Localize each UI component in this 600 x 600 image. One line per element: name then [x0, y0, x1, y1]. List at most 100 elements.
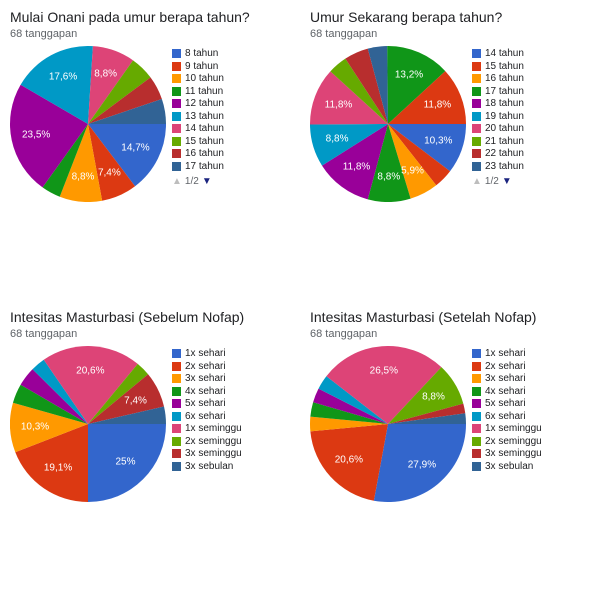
- chart-title: Umur Sekarang berapa tahun?: [310, 8, 590, 26]
- legend-label: 19 tahun: [485, 111, 524, 123]
- pager-down-icon[interactable]: ▼: [502, 176, 512, 187]
- chart-title: Mulai Onani pada umur berapa tahun?: [10, 8, 290, 26]
- legend-item[interactable]: 2x sehari: [472, 361, 542, 373]
- legend-item[interactable]: 14 tahun: [472, 48, 524, 60]
- legend-item[interactable]: 15 tahun: [172, 136, 224, 148]
- legend-swatch: [472, 387, 481, 396]
- legend-swatch: [172, 374, 181, 383]
- legend-label: 9 tahun: [185, 61, 218, 73]
- legend-swatch: [472, 424, 481, 433]
- legend-swatch: [172, 399, 181, 408]
- legend-item[interactable]: 14 tahun: [172, 123, 224, 135]
- legend-item[interactable]: 4x sehari: [472, 386, 542, 398]
- legend-item[interactable]: 22 tahun: [472, 148, 524, 160]
- legend-item[interactable]: 4x sehari: [172, 386, 242, 398]
- legend-item[interactable]: 17 tahun: [172, 161, 224, 173]
- legend-swatch: [172, 124, 181, 133]
- legend-label: 10 tahun: [185, 73, 224, 85]
- legend-block: 14 tahun15 tahun16 tahun17 tahun18 tahun…: [472, 46, 524, 187]
- legend-item[interactable]: 10 tahun: [172, 73, 224, 85]
- legend-swatch: [472, 399, 481, 408]
- legend-label: 12 tahun: [185, 98, 224, 110]
- legend-label: 3x sehari: [485, 373, 526, 385]
- legend-swatch: [472, 74, 481, 83]
- legend-swatch: [472, 49, 481, 58]
- legend-swatch: [472, 162, 481, 171]
- legend-item[interactable]: 3x sehari: [172, 373, 242, 385]
- legend-item[interactable]: 1x seminggu: [472, 423, 542, 435]
- chart-area: 14,7%7,4%8,8%23,5%17,6%8,8% 8 tahun9 tah…: [10, 46, 290, 202]
- legend-pager[interactable]: ▲ 1/2 ▼: [172, 176, 224, 187]
- legend-swatch: [472, 149, 481, 158]
- legend-swatch: [472, 449, 481, 458]
- legend-label: 11 tahun: [185, 86, 223, 98]
- legend-label: 23 tahun: [485, 161, 524, 173]
- legend-item[interactable]: 13 tahun: [172, 111, 224, 123]
- legend-label: 3x sebulan: [485, 461, 533, 473]
- response-count: 68 tanggapan: [10, 328, 290, 340]
- legend-item[interactable]: 20 tahun: [472, 123, 524, 135]
- legend-item[interactable]: 3x sebulan: [172, 461, 242, 473]
- legend-item[interactable]: 15 tahun: [472, 61, 524, 73]
- legend-item[interactable]: 18 tahun: [472, 98, 524, 110]
- legend-item[interactable]: 9 tahun: [172, 61, 224, 73]
- legend: 8 tahun9 tahun10 tahun11 tahun12 tahun13…: [172, 48, 224, 172]
- legend: 1x sehari2x sehari3x sehari4x sehari5x s…: [172, 348, 242, 472]
- legend-item[interactable]: 5x sehari: [472, 398, 542, 410]
- legend-item[interactable]: 16 tahun: [172, 148, 224, 160]
- legend-item[interactable]: 23 tahun: [472, 161, 524, 173]
- legend-swatch: [472, 112, 481, 121]
- legend-item[interactable]: 21 tahun: [472, 136, 524, 148]
- legend-label: 2x seminggu: [485, 436, 542, 448]
- legend-item[interactable]: 3x seminggu: [172, 448, 242, 460]
- legend-item[interactable]: 17 tahun: [472, 86, 524, 98]
- response-count: 68 tanggapan: [310, 328, 590, 340]
- legend-swatch: [472, 374, 481, 383]
- legend-item[interactable]: 3x seminggu: [472, 448, 542, 460]
- legend-label: 21 tahun: [485, 136, 524, 148]
- legend-swatch: [172, 362, 181, 371]
- legend-swatch: [172, 424, 181, 433]
- legend-swatch: [172, 449, 181, 458]
- legend-item[interactable]: 6x sehari: [172, 411, 242, 423]
- pager-down-icon[interactable]: ▼: [202, 176, 212, 187]
- pie-slice[interactable]: [374, 424, 466, 502]
- legend-label: 13 tahun: [185, 111, 224, 123]
- pie-chart: 25%19,1%10,3%20,6%7,4%: [10, 346, 166, 502]
- legend-item[interactable]: 6x sehari: [472, 411, 542, 423]
- chart-title: Intesitas Masturbasi (Sebelum Nofap): [10, 308, 290, 326]
- legend-item[interactable]: 11 tahun: [172, 86, 224, 98]
- pie-slice[interactable]: [88, 424, 166, 502]
- legend-item[interactable]: 2x sehari: [172, 361, 242, 373]
- legend-block: 8 tahun9 tahun10 tahun11 tahun12 tahun13…: [172, 46, 224, 187]
- legend-item[interactable]: 3x sehari: [472, 373, 542, 385]
- legend-item[interactable]: 16 tahun: [472, 73, 524, 85]
- legend-swatch: [172, 99, 181, 108]
- legend-label: 18 tahun: [485, 98, 524, 110]
- legend-swatch: [172, 137, 181, 146]
- legend-item[interactable]: 8 tahun: [172, 48, 224, 60]
- legend-swatch: [172, 162, 181, 171]
- legend-swatch: [172, 87, 181, 96]
- legend-item[interactable]: 2x seminggu: [472, 436, 542, 448]
- legend-pager[interactable]: ▲ 1/2 ▼: [472, 176, 524, 187]
- legend-item[interactable]: 1x sehari: [472, 348, 542, 360]
- panel-4: Intesitas Masturbasi (Setelah Nofap) 68 …: [300, 300, 600, 600]
- chart-area: 27,9%20,6%26,5%8,8% 1x sehari2x sehari3x…: [310, 346, 590, 502]
- legend-item[interactable]: 1x sehari: [172, 348, 242, 360]
- legend-swatch: [172, 112, 181, 121]
- pager-text: 1/2: [185, 176, 199, 187]
- legend-item[interactable]: 1x seminggu: [172, 423, 242, 435]
- legend-label: 15 tahun: [185, 136, 224, 148]
- legend-swatch: [472, 137, 481, 146]
- legend-label: 14 tahun: [485, 48, 524, 60]
- legend: 1x sehari2x sehari3x sehari4x sehari5x s…: [472, 348, 542, 472]
- legend-swatch: [172, 437, 181, 446]
- legend-label: 3x seminggu: [485, 448, 542, 460]
- legend-label: 5x sehari: [485, 398, 526, 410]
- legend-item[interactable]: 2x seminggu: [172, 436, 242, 448]
- legend-item[interactable]: 3x sebulan: [472, 461, 542, 473]
- legend-item[interactable]: 19 tahun: [472, 111, 524, 123]
- legend-item[interactable]: 12 tahun: [172, 98, 224, 110]
- legend-item[interactable]: 5x sehari: [172, 398, 242, 410]
